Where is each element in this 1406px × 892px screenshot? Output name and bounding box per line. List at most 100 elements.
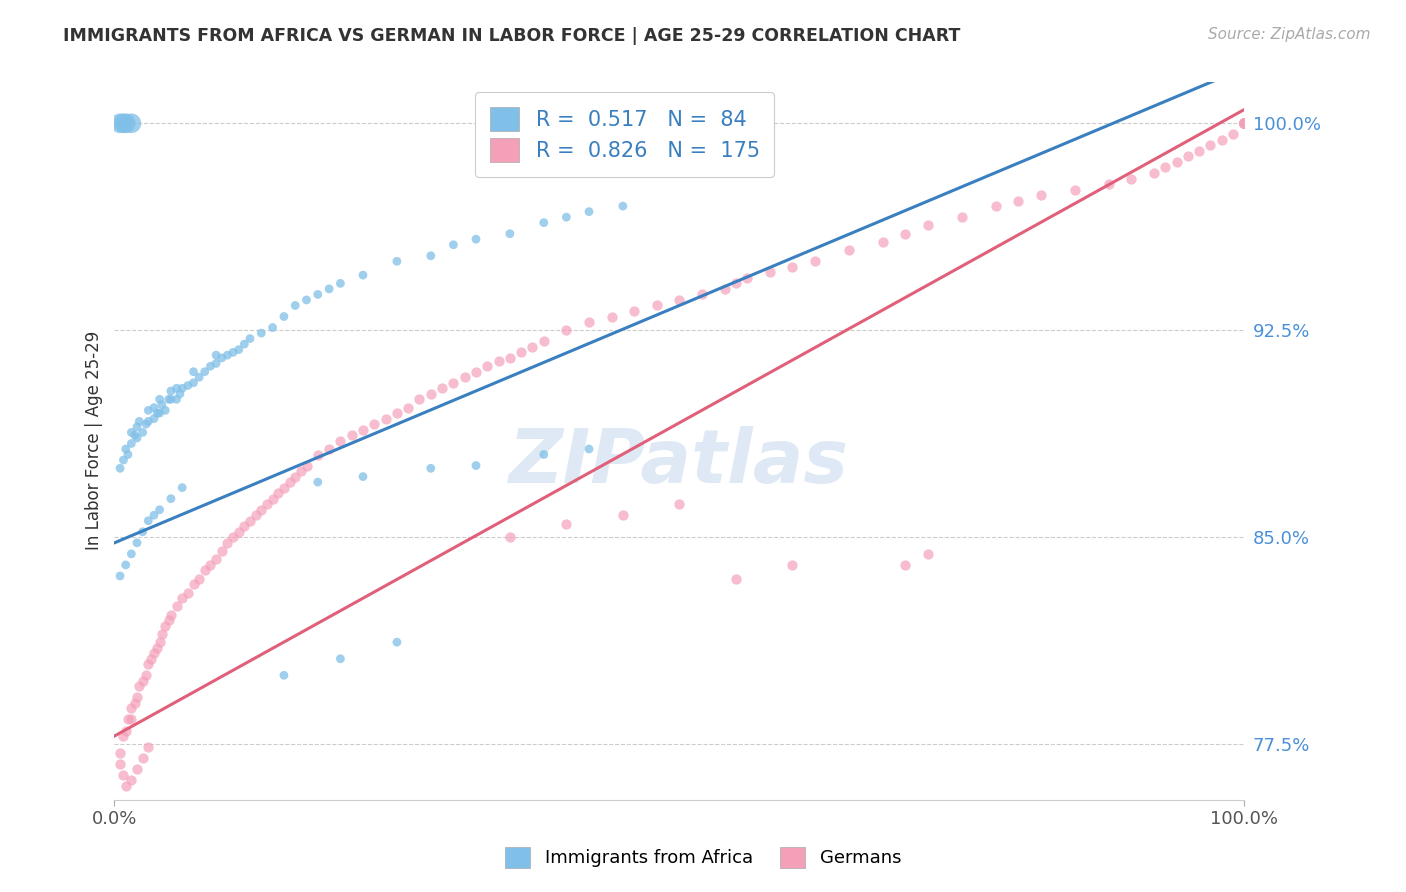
Point (1233, 116, 1256, 130)
Point (318, 282, 340, 296)
Point (1233, 116, 1256, 130)
Point (112, 767, 135, 781)
Point (1233, 116, 1256, 130)
Point (250, 326, 273, 340)
Point (155, 618, 177, 632)
Point (804, 254, 827, 268)
Point (465, 458, 488, 473)
Point (125, 431, 148, 445)
Point (329, 434, 352, 448)
Point (228, 524, 250, 539)
Point (419, 461, 441, 475)
Point (284, 298, 307, 312)
Point (125, 690, 148, 705)
Point (363, 417, 385, 432)
Point (172, 591, 194, 605)
Legend: Immigrants from Africa, Germans: Immigrants from Africa, Germans (494, 836, 912, 879)
Point (510, 345, 533, 359)
Point (155, 403, 177, 417)
Point (160, 384, 183, 398)
Point (374, 411, 396, 425)
Point (295, 458, 318, 473)
Point (1063, 182, 1085, 196)
Point (136, 514, 159, 528)
Text: IMMIGRANTS FROM AFRICA VS GERMAN IN LABOR FORCE | AGE 25-29 CORRELATION CHART: IMMIGRANTS FROM AFRICA VS GERMAN IN LABO… (63, 27, 960, 45)
Point (149, 392, 172, 407)
Point (233, 337, 256, 351)
Point (555, 516, 578, 531)
Point (222, 345, 245, 359)
Text: Source: ZipAtlas.com: Source: ZipAtlas.com (1208, 27, 1371, 42)
Point (1029, 188, 1052, 202)
Point (245, 508, 267, 523)
Point (136, 657, 159, 672)
Point (1233, 116, 1256, 130)
Point (120, 436, 142, 450)
Point (149, 502, 172, 516)
Point (1233, 116, 1256, 130)
Point (1222, 128, 1244, 142)
Point (1233, 116, 1256, 130)
Point (623, 304, 645, 318)
Point (114, 779, 136, 793)
Point (329, 652, 352, 666)
Point (183, 376, 205, 390)
Point (408, 392, 430, 407)
Point (668, 497, 690, 511)
Point (477, 359, 499, 374)
Point (205, 552, 228, 566)
Point (146, 640, 169, 655)
Point (984, 199, 1007, 213)
Point (250, 502, 273, 516)
Point (522, 340, 544, 354)
Point (112, 453, 135, 467)
Point (1233, 116, 1256, 130)
Point (724, 572, 747, 586)
Point (114, 442, 136, 456)
Point (419, 386, 441, 401)
Point (352, 423, 374, 437)
Point (128, 679, 150, 693)
Point (205, 348, 228, 362)
Point (396, 401, 419, 415)
Point (157, 613, 180, 627)
Point (499, 227, 522, 241)
Point (143, 508, 166, 523)
Point (352, 469, 374, 483)
Point (205, 356, 228, 370)
Point (1233, 116, 1256, 130)
Point (157, 392, 180, 407)
Point (950, 210, 973, 224)
Point (143, 401, 166, 415)
Point (612, 508, 634, 523)
Point (307, 475, 329, 489)
Point (441, 237, 464, 252)
Point (295, 293, 318, 307)
Point (228, 343, 250, 357)
Point (352, 268, 374, 282)
Point (108, 116, 131, 130)
Point (894, 227, 917, 241)
Point (578, 442, 600, 456)
Point (131, 425, 153, 440)
Point (1233, 116, 1256, 130)
Point (1199, 138, 1222, 153)
Point (612, 199, 634, 213)
Point (724, 277, 747, 291)
Point (307, 448, 329, 462)
Point (160, 392, 183, 407)
Point (555, 323, 578, 337)
Point (136, 403, 159, 417)
Point (533, 448, 555, 462)
Point (217, 348, 239, 362)
Point (273, 481, 295, 495)
Point (131, 751, 153, 765)
Point (1233, 116, 1256, 130)
Point (329, 277, 352, 291)
Point (454, 370, 477, 384)
Point (149, 406, 172, 420)
Point (117, 448, 139, 462)
Point (135, 417, 157, 432)
Point (441, 376, 464, 390)
Point (194, 365, 217, 379)
